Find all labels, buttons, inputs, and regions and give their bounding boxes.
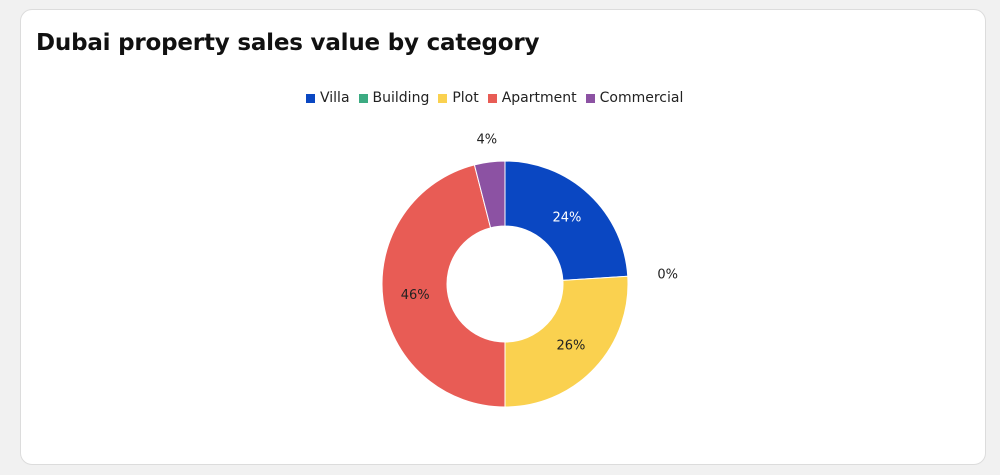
chart-legend: Villa Building Plot Apartment Commercial [306,90,683,106]
legend-swatch-building [358,93,368,103]
legend-item-building[interactable]: Building [358,90,430,106]
data-label-plot: 26% [557,338,586,353]
chart-title: Dubai property sales value by category [36,30,540,56]
legend-label-apartment: Apartment [501,90,577,106]
slice-apartment[interactable] [381,164,506,408]
chart-card: Dubai property sales value by category V… [20,9,986,465]
data-label-villa: 24% [552,211,581,226]
legend-item-plot[interactable]: Plot [438,90,479,106]
legend-item-villa[interactable]: Villa [306,90,350,106]
legend-swatch-villa [306,93,315,103]
data-label-apartment: 46% [401,288,430,303]
legend-swatch-apartment [487,93,497,103]
legend-item-apartment[interactable]: Apartment [487,90,577,106]
data-label-commercial: 4% [477,133,498,148]
data-label-building: 0% [657,267,678,282]
slice-commercial[interactable] [473,160,506,229]
legend-swatch-commercial [585,93,595,103]
legend-label-villa: Villa [320,90,350,106]
legend-item-commercial[interactable]: Commercial [585,90,684,106]
slice-plot[interactable] [504,275,629,408]
legend-swatch-plot [438,93,448,103]
legend-label-commercial: Commercial [599,90,684,106]
donut-chart: 24% 0% 26% 46% 4% [381,133,678,408]
legend-label-plot: Plot [452,90,479,106]
legend-label-building: Building [372,90,430,106]
slice-villa[interactable] [504,160,629,281]
